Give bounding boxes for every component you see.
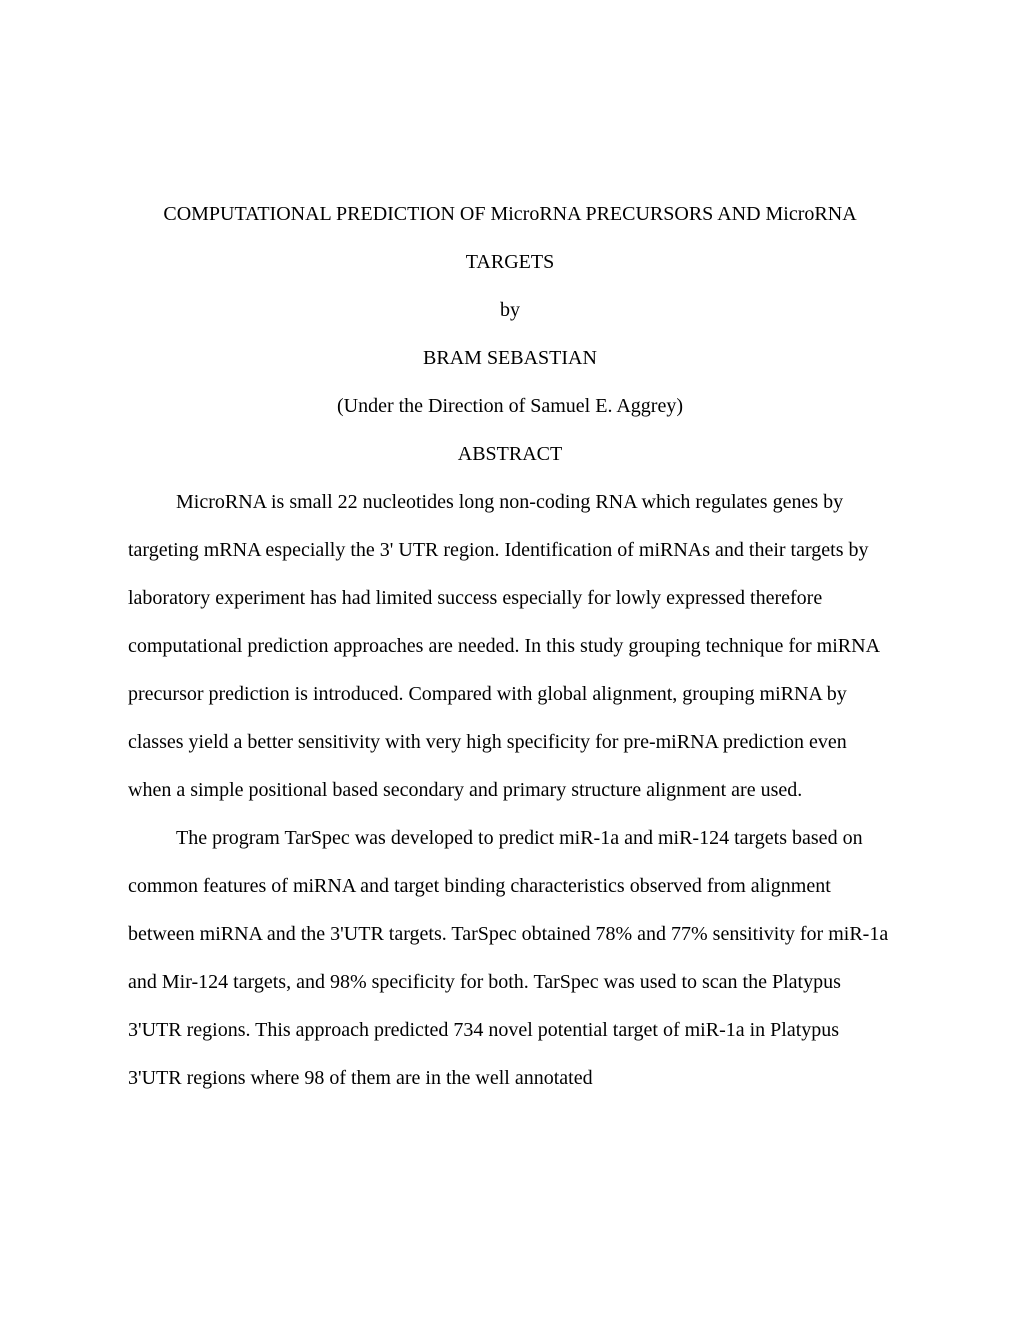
abstract-body: MicroRNA is small 22 nucleotides long no… [128, 478, 892, 1102]
author-name: BRAM SEBASTIAN [128, 334, 892, 382]
title-line-2: TARGETS [128, 238, 892, 286]
title-section: COMPUTATIONAL PREDICTION OF MicroRNA PRE… [128, 190, 892, 478]
title-line-1: COMPUTATIONAL PREDICTION OF MicroRNA PRE… [128, 190, 892, 238]
abstract-paragraph-2: The program TarSpec was developed to pre… [128, 814, 892, 1102]
direction-line: (Under the Direction of Samuel E. Aggrey… [128, 382, 892, 430]
by-line: by [128, 286, 892, 334]
abstract-heading: ABSTRACT [128, 430, 892, 478]
abstract-paragraph-1: MicroRNA is small 22 nucleotides long no… [128, 478, 892, 814]
